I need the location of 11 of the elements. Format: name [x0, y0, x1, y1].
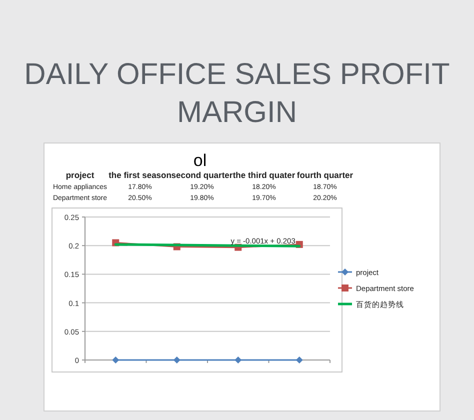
text: the third quater: [232, 170, 296, 180]
text: the first season: [108, 170, 172, 180]
text: second quarter: [171, 170, 234, 180]
point: [173, 356, 180, 364]
point: [234, 356, 242, 364]
point: [296, 356, 303, 364]
chart-subtitle: ol: [193, 151, 207, 170]
chart-title: DAILY OFFICE SALES PROFIT MARGIN: [24, 58, 450, 129]
point: [112, 356, 120, 364]
text: project: [66, 170, 94, 180]
text: fourth quarter: [296, 170, 354, 180]
